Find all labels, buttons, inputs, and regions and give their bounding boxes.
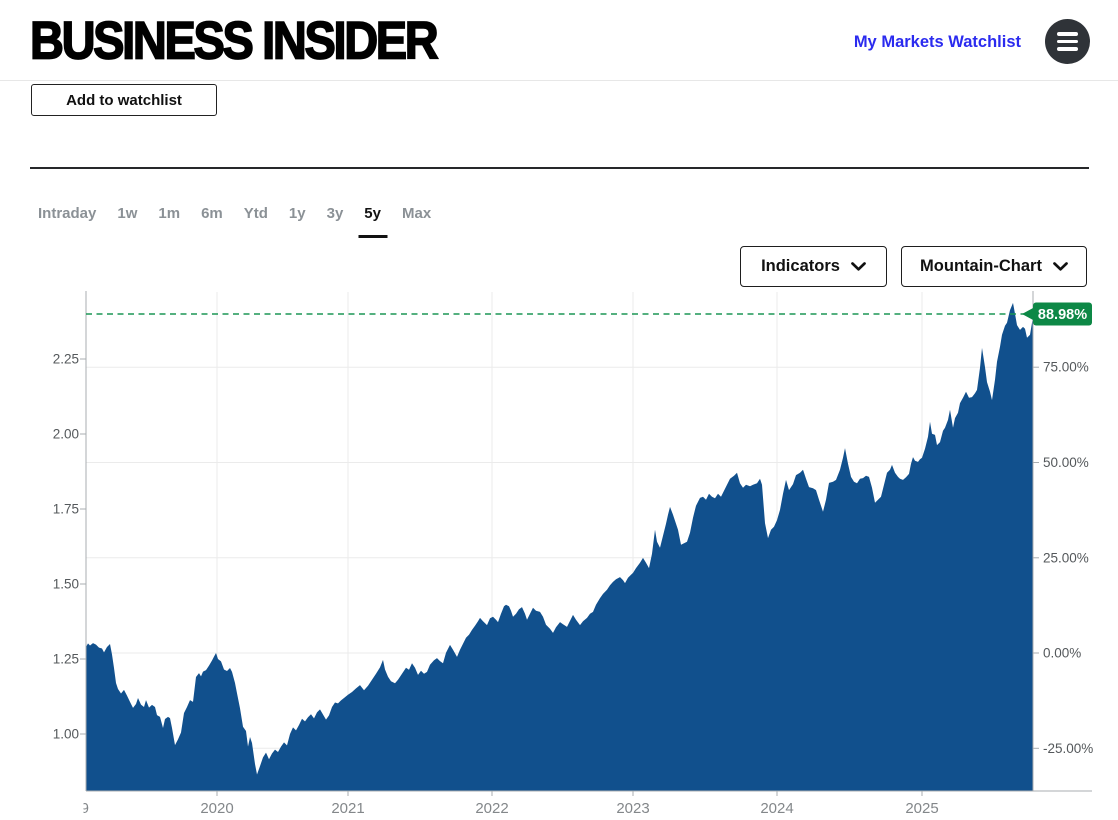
tab-1y[interactable]: 1y: [288, 205, 306, 222]
x-tick-label: 2025: [905, 800, 938, 817]
tab-ytd[interactable]: Ytd: [243, 205, 268, 222]
x-tick-label: 2022: [475, 800, 508, 817]
y-left-tick-label: 1.50: [53, 577, 79, 592]
y-left-tick-label: 1.25: [53, 652, 79, 667]
indicators-label: Indicators: [761, 257, 840, 275]
hamburger-icon: [1057, 32, 1078, 36]
hamburger-menu-button[interactable]: [1045, 19, 1090, 64]
y-left-tick-label: 2.00: [53, 427, 79, 442]
section-divider: [30, 167, 1089, 169]
add-to-watchlist-button[interactable]: Add to watchlist: [31, 84, 217, 116]
header-divider: [0, 80, 1118, 81]
tab-3y[interactable]: 3y: [326, 205, 344, 222]
y-right-tick-label: 50.00%: [1043, 455, 1089, 470]
y-left-tick-label: 1.00: [53, 727, 79, 742]
tab-1w[interactable]: 1w: [117, 205, 138, 222]
x-tick-label: 2023: [616, 800, 649, 817]
x-tick-label: 2024: [760, 800, 793, 817]
tab-6m[interactable]: 6m: [201, 205, 223, 222]
indicators-dropdown[interactable]: Indicators: [740, 246, 887, 287]
tab-max[interactable]: Max: [401, 205, 432, 222]
y-right-tick-label: -25.00%: [1043, 741, 1093, 756]
price-mountain-chart[interactable]: 2.25 2.00 1.75 1.50 1.25 1.00 75.00% 50.00% 25.0…: [0, 285, 1118, 820]
x-tick-label: 2021: [331, 800, 364, 817]
chart-type-dropdown[interactable]: Mountain-Chart: [901, 246, 1087, 287]
x-tick-label: 2020: [200, 800, 233, 817]
chart-type-label: Mountain-Chart: [920, 257, 1042, 275]
y-right-tick-label: 25.00%: [1043, 550, 1089, 565]
tab-1m[interactable]: 1m: [158, 205, 181, 222]
change-badge-label: 88.98%: [1038, 307, 1087, 323]
y-left-tick-label: 2.25: [53, 352, 79, 367]
tab-intraday[interactable]: Intraday: [38, 205, 97, 222]
my-markets-watchlist-link[interactable]: My Markets Watchlist: [853, 33, 1021, 51]
y-right-tick-label: 0.00%: [1043, 646, 1081, 661]
change-badge-arrow: [1022, 307, 1034, 321]
x-edge-label-partial: 2019: [56, 800, 89, 817]
y-left-tick-label: 1.75: [53, 502, 79, 517]
range-tabs: Intraday 1w 1m 6m Ytd 1y 3y 5y Max: [38, 205, 431, 224]
tab-5y[interactable]: 5y: [364, 205, 381, 222]
y-right-tick-label: 75.00%: [1043, 360, 1089, 375]
business-insider-logo[interactable]: BUSINESS INSIDER: [29, 10, 439, 71]
change-badge: [1033, 302, 1092, 326]
price-area-series: [86, 302, 1033, 791]
chevron-down-icon: [851, 262, 866, 271]
chevron-down-icon: [1053, 262, 1068, 271]
